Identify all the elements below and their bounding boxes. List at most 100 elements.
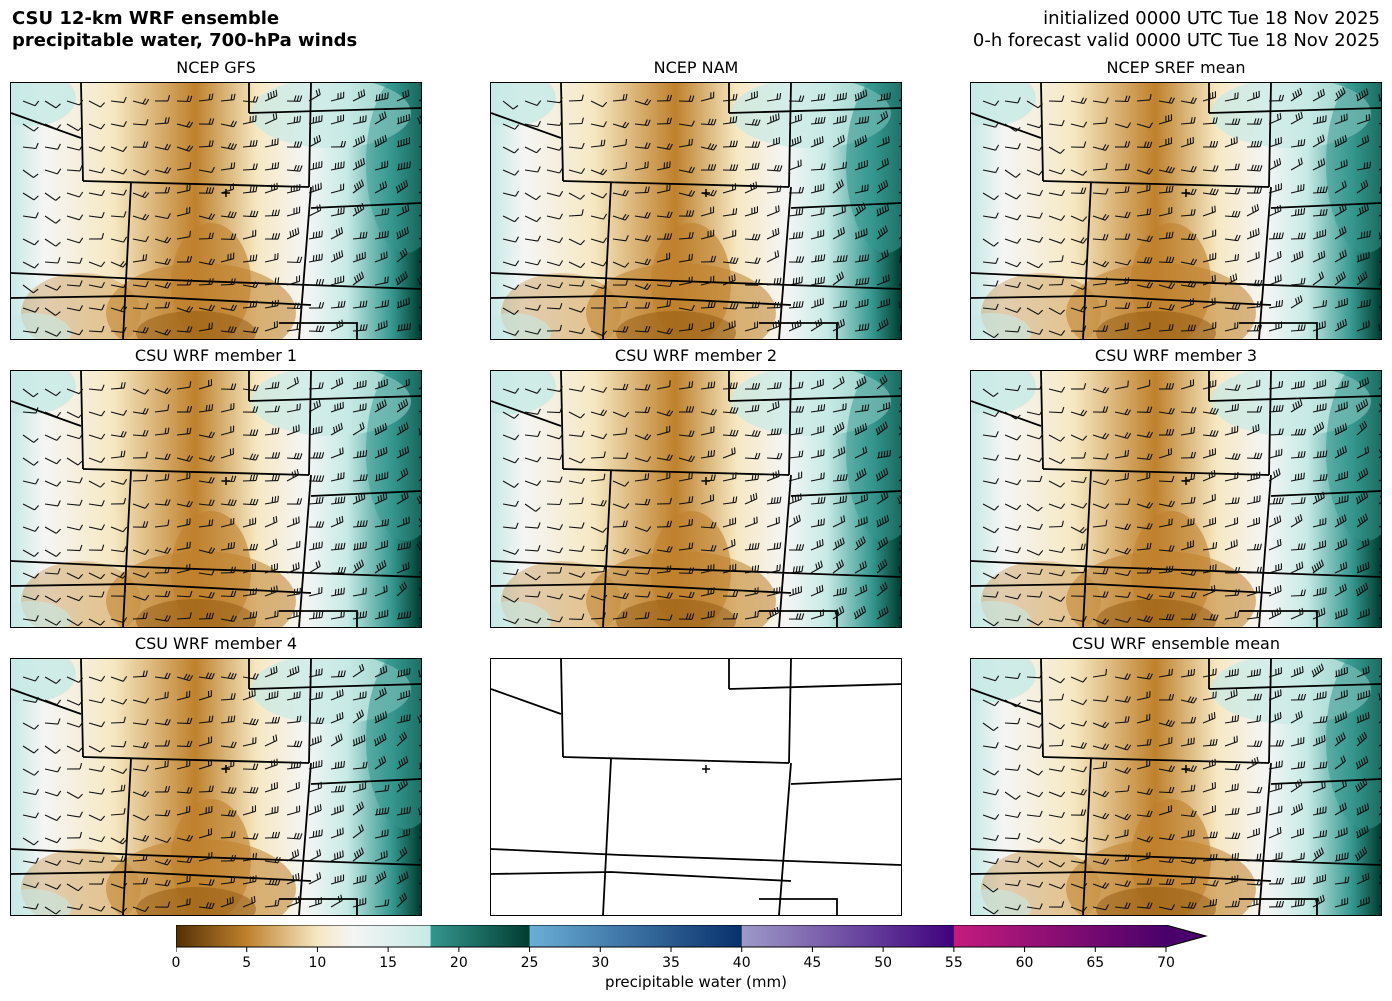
wind-barb-flag xyxy=(1127,380,1129,387)
wind-barb-flag xyxy=(757,383,761,390)
wind-barb-flag xyxy=(1301,250,1304,257)
wind-barb-flag xyxy=(277,716,281,723)
wind-barb-flag xyxy=(757,279,761,286)
wind-barb xyxy=(286,233,300,240)
wind-barb xyxy=(656,385,670,390)
wind-barb-flag xyxy=(77,886,83,892)
wind-barb-flag xyxy=(1295,114,1298,121)
wind-barb-flag xyxy=(884,516,887,523)
wind-barb xyxy=(1202,280,1216,286)
wind-barb-flag xyxy=(839,255,842,262)
wind-barb-flag xyxy=(1339,88,1344,95)
wind-barb-flag xyxy=(299,95,303,102)
wind-barb-flag xyxy=(882,181,886,188)
wind-barb xyxy=(568,169,582,175)
wind-barb-flag xyxy=(881,206,885,213)
wind-barb-flag xyxy=(1342,136,1345,143)
wind-barb xyxy=(766,592,780,597)
wind-barb-flag xyxy=(1038,433,1044,440)
wind-barb-flag xyxy=(381,112,385,119)
wind-barb-flag xyxy=(1360,471,1364,478)
wind-barb-flag xyxy=(208,476,213,483)
wind-barb-flag xyxy=(292,564,295,571)
wind-barb-flag xyxy=(559,406,563,413)
wind-barb-flag xyxy=(1316,666,1320,673)
wind-barb-flag xyxy=(1256,566,1260,573)
wind-barb-flag xyxy=(1303,232,1306,239)
wind-barb xyxy=(66,169,81,172)
wind-barb-flag xyxy=(56,331,62,337)
wind-barb xyxy=(546,192,560,197)
wind-barb-flag xyxy=(249,255,252,262)
wind-barb xyxy=(352,564,364,574)
wind-barb xyxy=(876,141,890,148)
wind-barb-flag xyxy=(751,565,754,572)
wind-barb-flag xyxy=(1193,97,1197,104)
wind-barb-flag xyxy=(318,611,321,618)
wind-barb-flag xyxy=(512,105,519,110)
wind-barb-flag xyxy=(581,328,585,334)
wind-barb-flag xyxy=(1124,163,1128,170)
wind-barb-flag xyxy=(995,546,999,553)
wind-barb xyxy=(766,522,780,528)
wind-barb xyxy=(1092,674,1106,678)
wind-barb-flag xyxy=(101,232,105,240)
wind-barb-flag xyxy=(820,560,823,567)
wind-barb-flag xyxy=(867,254,870,261)
wind-barb xyxy=(154,503,168,506)
wind-barb-flag xyxy=(255,96,259,103)
wind-barb-flag xyxy=(362,300,365,307)
wind-barb-flag xyxy=(360,493,363,500)
wind-barb-flag xyxy=(186,542,189,549)
wind-barb xyxy=(198,764,212,770)
wind-barb-flag xyxy=(145,854,148,861)
wind-barb-flag xyxy=(379,402,382,409)
wind-barb-flag xyxy=(167,404,170,411)
wind-barb-flag xyxy=(378,759,382,765)
wind-barb-flag xyxy=(1256,279,1260,286)
wind-barb xyxy=(242,837,257,840)
wind-barb xyxy=(44,837,58,844)
wind-barb-flag xyxy=(230,810,234,817)
wind-barb-flag xyxy=(314,737,317,744)
wind-barb xyxy=(88,480,101,488)
wind-barb-flag xyxy=(1037,506,1043,512)
wind-barb xyxy=(612,503,626,509)
wind-barb-flag xyxy=(79,477,83,484)
wind-barb-flag xyxy=(1322,209,1325,216)
wind-barb-flag xyxy=(622,326,626,333)
wind-barb xyxy=(176,617,191,620)
wind-barb-flag xyxy=(1339,517,1342,524)
wind-barb-flag xyxy=(274,381,277,388)
wind-barb xyxy=(1312,305,1326,309)
wind-barb-flag xyxy=(387,299,390,306)
wind-barb-flag xyxy=(1365,563,1367,570)
wind-barb-flag xyxy=(1061,189,1065,196)
wind-barb-flag xyxy=(837,137,840,144)
wind-barb-flag xyxy=(1211,298,1214,305)
wind-barb xyxy=(22,745,35,754)
wind-barb xyxy=(374,166,388,171)
wind-barb-flag xyxy=(857,138,860,146)
wind-barb-flag xyxy=(399,896,403,903)
wind-barb xyxy=(22,722,35,730)
wind-barb-flag xyxy=(358,181,362,188)
wind-barb xyxy=(1202,499,1216,505)
wind-barb-flag xyxy=(387,92,389,99)
wind-barb-flag xyxy=(383,586,386,593)
wind-barb xyxy=(744,410,758,413)
wind-barb-flag xyxy=(881,160,884,167)
wind-barb-flag xyxy=(1292,403,1296,410)
wind-barb xyxy=(1356,235,1370,240)
wind-barb-flag xyxy=(315,561,319,568)
wind-barb-flag xyxy=(359,301,362,308)
wind-barb-flag xyxy=(355,738,358,745)
wind-barb-flag xyxy=(757,141,761,148)
wind-barb-flag xyxy=(101,211,105,218)
wind-barb-flag xyxy=(142,429,146,436)
wind-barb-flag xyxy=(381,734,385,741)
wind-barb xyxy=(766,169,781,172)
wind-barb-flag xyxy=(1344,203,1347,210)
wind-barb-flag xyxy=(821,584,824,591)
wind-barb-flag xyxy=(362,520,365,527)
